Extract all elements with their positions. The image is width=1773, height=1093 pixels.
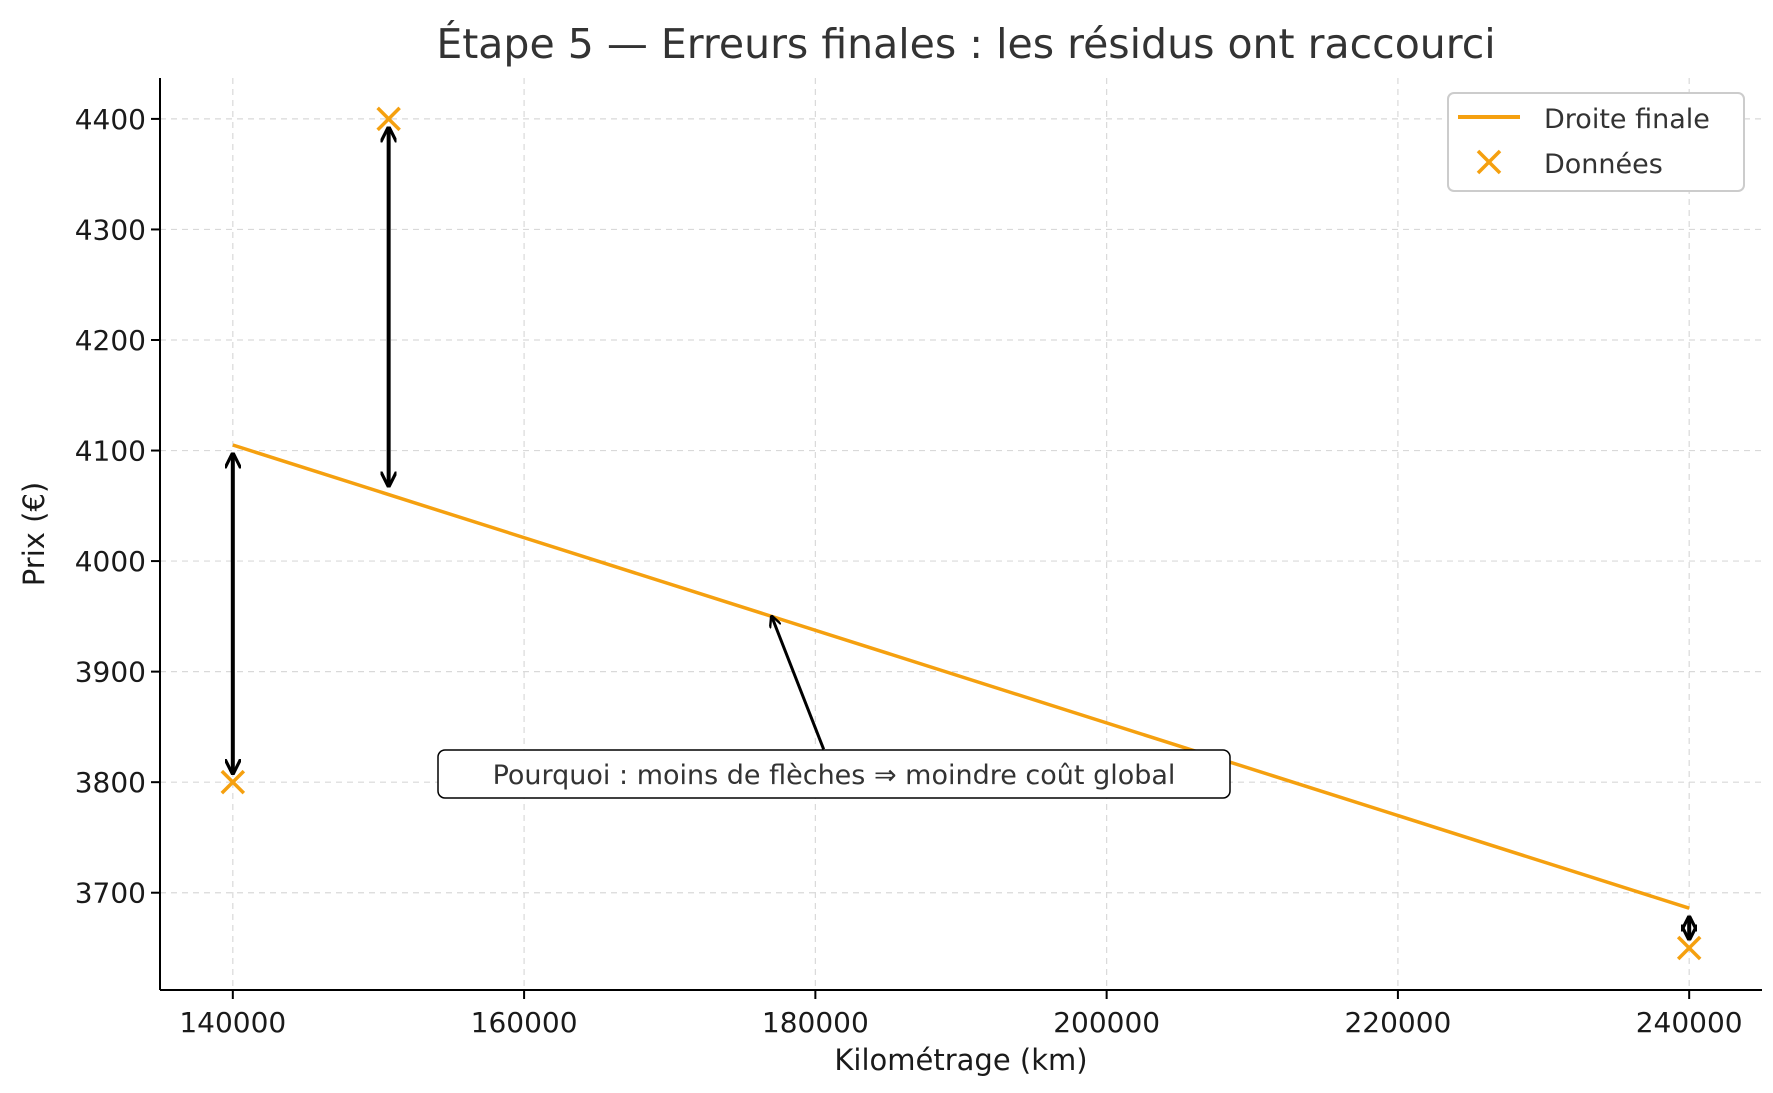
x-tick-label: 140000 bbox=[179, 1006, 286, 1039]
grid bbox=[160, 78, 1762, 990]
data-point bbox=[220, 769, 246, 795]
y-tick-label: 3900 bbox=[75, 656, 146, 689]
x-axis-label: Kilométrage (km) bbox=[834, 1043, 1087, 1077]
x-tick-label: 180000 bbox=[762, 1006, 869, 1039]
y-ticks: 3700 3800 3900 4000 4100 4200 4300 4400 bbox=[75, 103, 160, 910]
series-layer bbox=[220, 106, 1702, 961]
y-tick-label: 4200 bbox=[75, 324, 146, 357]
y-tick-label: 4100 bbox=[75, 435, 146, 468]
data-point bbox=[1676, 935, 1702, 961]
x-tick-label: 240000 bbox=[1636, 1006, 1743, 1039]
y-tick-label: 3700 bbox=[75, 877, 146, 910]
y-tick-label: 4000 bbox=[75, 545, 146, 578]
y-tick-label: 4400 bbox=[75, 103, 146, 136]
y-tick-label: 4300 bbox=[75, 213, 146, 246]
legend-frame bbox=[1447, 92, 1745, 192]
y-axis-label: Prix (€) bbox=[17, 482, 51, 586]
legend-label-line: Droite finale bbox=[1544, 104, 1710, 135]
annotation-text: Pourquoi : moins de flèches ⇒ moindre co… bbox=[493, 760, 1176, 791]
annotation-box bbox=[437, 749, 1231, 799]
residual-layer bbox=[233, 128, 1689, 939]
x-tick-label: 200000 bbox=[1053, 1006, 1160, 1039]
fit-line bbox=[232, 443, 1690, 910]
x-tick-label: 220000 bbox=[1344, 1006, 1451, 1039]
chart-title: Étape 5 — Erreurs finales : les résidus … bbox=[436, 20, 1495, 68]
legend: Droite finale Données bbox=[1447, 92, 1745, 192]
legend-marker-swatch bbox=[1476, 149, 1502, 175]
legend-label-points: Données bbox=[1544, 149, 1663, 180]
legend-x-marker bbox=[1476, 149, 1502, 175]
data-point bbox=[376, 106, 401, 132]
annotation: Pourquoi : moins de flèches ⇒ moindre co… bbox=[437, 616, 1231, 799]
x-tick-label: 160000 bbox=[471, 1006, 578, 1039]
annotation-arrow bbox=[772, 616, 826, 750]
y-tick-label: 3800 bbox=[75, 766, 146, 799]
x-ticks: 140000 160000 180000 200000 220000 240000 bbox=[179, 990, 1743, 1039]
